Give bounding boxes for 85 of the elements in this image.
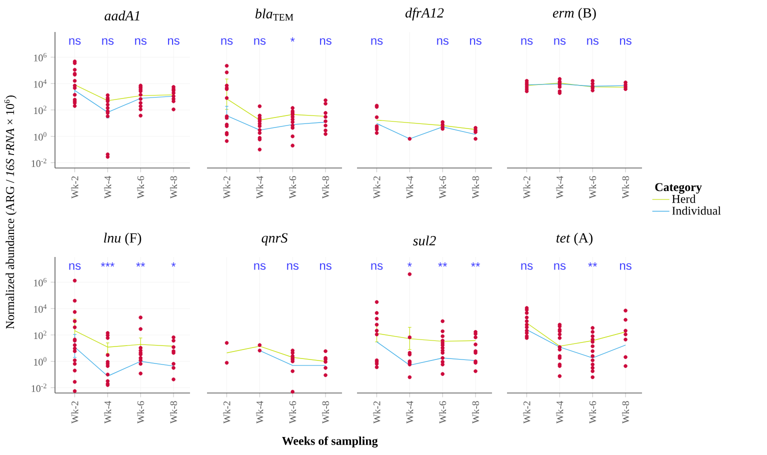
x-tick-label: Wk-6 (589, 401, 596, 424)
x-tick-label: Wk-8 (170, 176, 178, 199)
x-tick-label: Wk-6 (137, 176, 144, 199)
x-tick-label: Wk-6 (289, 176, 296, 199)
x-tick-label: Wk-2 (523, 401, 530, 424)
y-tick-label: 10$^{-2}$ (32, 158, 46, 167)
annotation: ns (135, 38, 147, 45)
y-axis-title: Normalized abundance (ARG / 16S rRNA × 10$^{6}$) (4, 96, 17, 329)
y-tick-label: 10$^{-2}$ (32, 384, 46, 392)
chart-title: bla$_{TEM}$ (255, 8, 294, 20)
x-axis-title: Weeks of sampling (282, 436, 378, 448)
legend-label: Individual (672, 206, 721, 215)
annotation: ns (521, 263, 533, 270)
annotation: ns (254, 263, 266, 270)
chart-title: qnrS (262, 233, 288, 246)
annotation: * (290, 37, 295, 42)
annotation: ns (320, 263, 332, 270)
annotation: * (171, 262, 176, 267)
annotation: ns (69, 38, 81, 45)
x-tick-label: Wk-2 (71, 176, 78, 199)
x-tick-label: Wk-6 (137, 401, 144, 424)
x-tick-label: Wk-2 (373, 401, 380, 424)
chart-title: dfrA12 (405, 8, 444, 20)
x-tick-label: Wk-8 (622, 401, 630, 424)
x-tick-label: Wk-2 (373, 176, 380, 199)
x-tick-label: Wk-8 (472, 176, 480, 199)
y-tick-label: 10$^{6}$ (34, 52, 46, 62)
y-tick-label: 10$^{0}$ (34, 132, 46, 141)
x-tick-label: Wk-4 (406, 176, 414, 199)
annotation: ns (102, 38, 114, 45)
annotation: ns (254, 38, 266, 45)
annotation: ns (554, 38, 566, 45)
annotation: ** (471, 262, 480, 267)
annotation: ns (437, 38, 449, 45)
annotation: ** (136, 262, 146, 267)
x-tick-label: Wk-8 (322, 401, 330, 424)
x-tick-label: Wk-6 (289, 401, 296, 424)
legend-label: Herd (672, 194, 696, 203)
x-tick-label: Wk-2 (223, 176, 230, 199)
x-tick-label: Wk-4 (104, 400, 112, 424)
annotation: ns (521, 38, 533, 45)
y-tick-label: 10$^{6}$ (34, 278, 46, 286)
annotation: ** (588, 262, 598, 267)
x-tick-label: Wk-8 (322, 176, 330, 199)
x-tick-label: Wk-4 (104, 176, 112, 199)
annotation: ns (554, 263, 566, 270)
x-tick-label: Wk-4 (556, 400, 564, 424)
x-tick-label: Wk-2 (71, 401, 78, 424)
y-tick-label: 10$^{4}$ (34, 304, 47, 313)
annotation: *** (100, 262, 114, 267)
annotation: * (408, 262, 412, 267)
annotation: ns (371, 38, 383, 45)
x-tick-label: Wk-6 (589, 176, 596, 199)
chart-title: lnu (F) (104, 232, 142, 246)
annotation: ns (69, 263, 81, 270)
annotation: ns (287, 263, 299, 270)
annotation: ns (620, 38, 632, 45)
x-tick-label: Wk-8 (472, 401, 480, 424)
chart-title: sul2 (413, 236, 436, 246)
x-tick-label: Wk-6 (439, 176, 446, 199)
annotation: ns (620, 263, 632, 270)
annotation: ns (587, 38, 599, 45)
x-tick-label: Wk-8 (170, 401, 178, 424)
chart-title: tet (A) (556, 232, 592, 246)
annotation: ns (221, 38, 233, 45)
annotation: ns (168, 38, 180, 45)
chart-title: aadA1 (104, 10, 140, 20)
annotation: ns (470, 38, 482, 45)
annotation: ns (320, 38, 332, 45)
chart-title: erm (B) (552, 8, 596, 20)
x-tick-label: Wk-2 (523, 176, 530, 199)
y-tick-label: 10$^{0}$ (34, 357, 46, 366)
annotation: ns (371, 263, 383, 270)
x-tick-label: Wk-4 (256, 400, 264, 424)
y-tick-label: 10$^{2}$ (34, 106, 46, 114)
x-tick-label: Wk-6 (439, 401, 446, 424)
legend-title: Category (655, 183, 702, 194)
x-tick-label: Wk-4 (556, 176, 564, 199)
y-tick-label: 10$^{2}$ (34, 330, 46, 340)
x-tick-label: Wk-4 (406, 400, 414, 424)
x-tick-label: Wk-2 (223, 401, 230, 424)
y-tick-label: 10$^{4}$ (34, 79, 47, 88)
annotation: ** (438, 262, 448, 267)
x-tick-label: Wk-4 (256, 176, 264, 199)
x-tick-label: Wk-8 (622, 176, 630, 199)
